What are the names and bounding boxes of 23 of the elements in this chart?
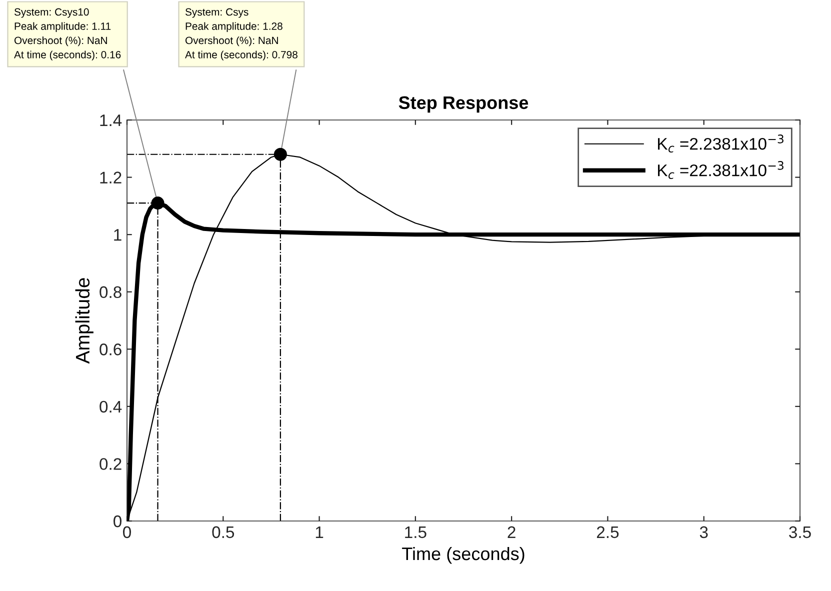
x-tick-label: 1 (316, 526, 324, 538)
y-axis-title: Amplitude (75, 278, 94, 364)
x-tick-label: 3 (700, 526, 708, 538)
y-tick-label: 1.2 (100, 172, 122, 184)
chart-title: Step Response (398, 96, 528, 113)
y-tick-label: 0.2 (100, 458, 122, 470)
y-tick-label: 0 (114, 515, 122, 528)
x-tick-label: 2.5 (596, 526, 619, 538)
x-tick-label: 0.5 (212, 526, 234, 538)
annotation: System: Csys10 Peak amplitude: 1.11 Overshoot (%): NaN At time (seconds): 0.16 (14, 8, 121, 60)
x-tick-label: 2 (508, 526, 516, 538)
legend-label: K$_{c}$ =2.2381x10$^{−3}$ (658, 134, 784, 152)
y-tick-label: 0.8 (100, 286, 122, 298)
y-tick-label: 1.4 (100, 114, 122, 126)
legend-label: K$_{c}$ =22.381x10$^{−3}$ (658, 161, 784, 179)
annotation: System: Csys Peak amplitude: 1.28 Overshoot (%): NaN At time (seconds): 0.798 (185, 8, 298, 60)
x-axis-title: Time (seconds) (402, 546, 524, 564)
x-tick-label: 0 (123, 526, 131, 538)
y-tick-label: 1 (114, 229, 122, 241)
y-tick-label: 0.6 (100, 344, 122, 356)
x-tick-label: 3.5 (789, 526, 811, 538)
x-tick-label: 1.5 (405, 526, 426, 538)
y-tick-label: 0.4 (100, 400, 122, 413)
